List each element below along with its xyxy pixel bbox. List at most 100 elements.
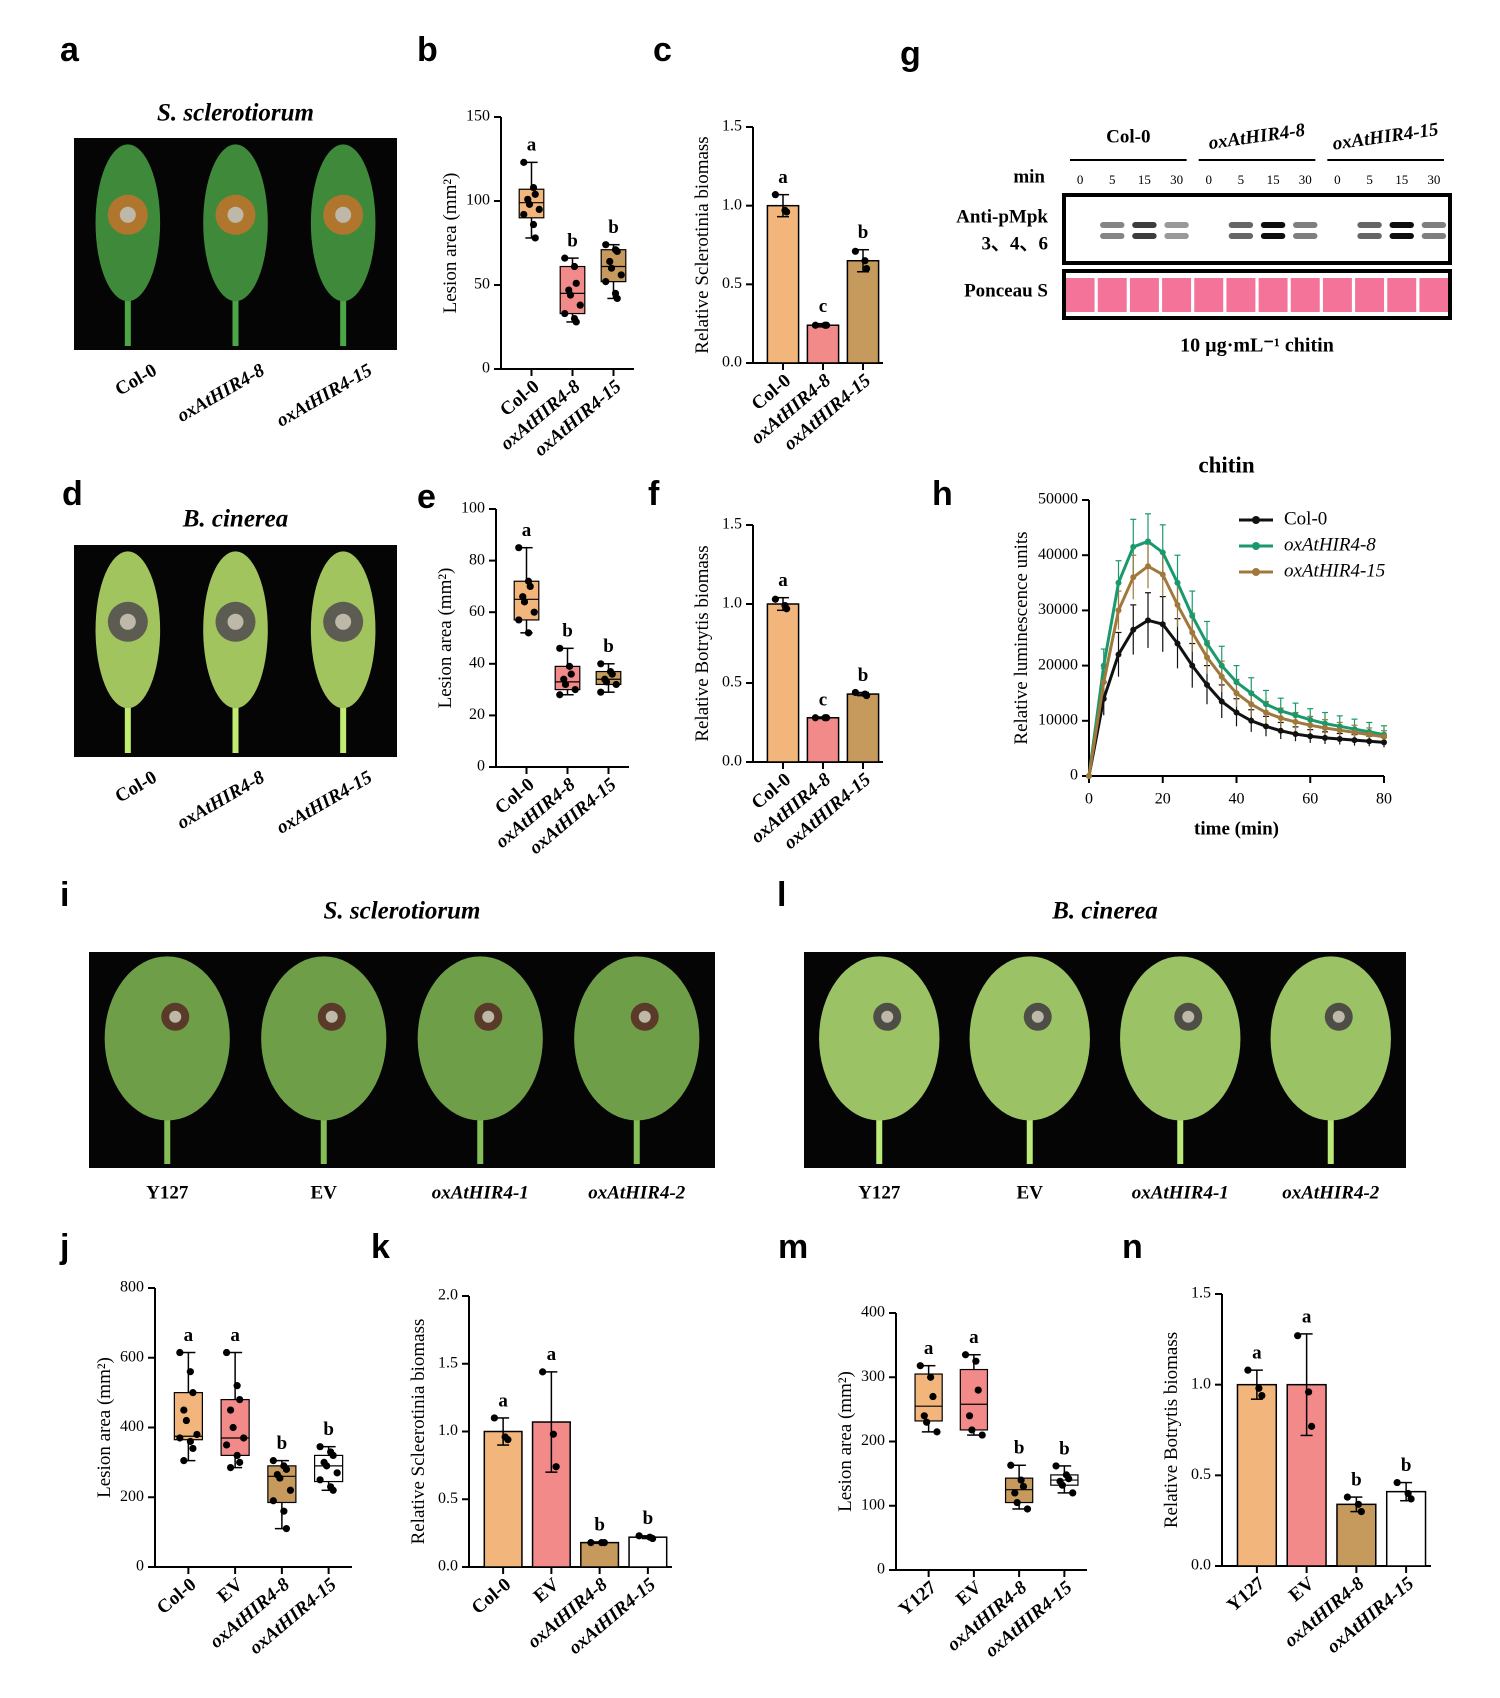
data-point [226,1406,235,1414]
photo-label: oxAtHIR4-1 [432,1182,529,1203]
data-point [823,714,831,722]
lesion-center [1332,1010,1345,1023]
significance-letter: a [778,167,788,188]
y-tick-label: 1.0 [722,196,742,213]
data-point [520,598,529,606]
marker [1292,712,1299,719]
y-axis-label: Relative Botrytis biomass [1161,1332,1182,1528]
marker [1115,607,1122,614]
marker [1204,654,1210,661]
marker [1159,571,1166,578]
photo-label: Y127 [858,1182,901,1203]
data-point [515,616,523,624]
significance-letter: b [858,665,869,686]
y-tick-label: 20 [469,706,485,723]
data-point [531,234,539,242]
data-point [186,1368,194,1376]
data-point [222,1441,231,1449]
data-point [771,191,780,199]
data-point [863,692,871,700]
data-point [635,1532,643,1540]
photo-label: Col-0 [112,767,161,807]
band [1421,222,1447,228]
significance-letter: a [778,570,788,591]
y-tick-label: 1.5 [722,118,742,135]
data-point [771,595,780,603]
lesion-center [169,1010,182,1023]
y-tick-label: 200 [120,1488,144,1505]
photo-label: oxAtHIR4-15 [273,360,376,432]
data-point [229,1423,237,1432]
x-tick-label: 20 [1155,791,1171,808]
band [1164,222,1189,228]
data-point [316,1443,324,1451]
band [1132,222,1157,228]
y-axis-label: Relative Botrytis biomass [692,545,713,741]
y-tick-label: 600 [120,1348,144,1365]
data-point [613,247,621,255]
panel-title: B. cinerea [1051,898,1158,925]
data-point [180,1406,188,1414]
data-point [561,254,569,262]
data-point [329,1486,337,1494]
y-tick-label: 40000 [1038,546,1078,563]
significance-letter: b [643,1508,654,1529]
y-tick-label: 20000 [1038,656,1078,673]
marker [1189,629,1196,636]
band [1228,222,1254,228]
time-label: 15 [1395,172,1408,187]
data-point [606,257,614,266]
y-tick-label: 1.5 [438,1354,458,1371]
data-point [240,1434,248,1442]
x-tick-label: Col-0 [153,1574,200,1619]
x-tick-label: 0 [1085,791,1093,808]
box [959,1368,989,1431]
marker [1292,731,1299,738]
y-tick-label: 0.0 [722,753,742,770]
data-point [602,241,610,249]
marker [1307,722,1314,729]
lesion-center [881,1010,894,1023]
group-label: oxAtHIR4-15 [1331,119,1440,155]
data-point [189,1444,197,1453]
data-point [176,1434,184,1442]
lesion-center [638,1010,651,1023]
marker [1292,718,1299,725]
x-axis-label: time (min) [1194,818,1279,839]
significance-letter: b [608,217,619,238]
significance-letter: a [547,1344,557,1365]
y-tick-label: 150 [466,108,490,125]
marker [1336,736,1343,743]
panel-letter: n [1122,1228,1143,1266]
bar [806,717,840,763]
blot-caption: 10 µg·mL⁻¹ chitin [1180,335,1334,357]
bar [1236,1383,1278,1567]
data-point [572,279,580,287]
y-tick-label: 0 [136,1558,144,1575]
data-point [783,208,791,216]
x-tick-label: Y127 [895,1577,941,1621]
marker [1351,729,1358,736]
data-point [587,1539,595,1547]
time-label: 5 [1366,172,1373,187]
significance-letter: b [562,621,573,642]
y-tick-label: 30000 [1038,601,1078,618]
marker [1381,739,1387,746]
panel-letter: i [60,876,69,914]
marker [1130,626,1137,633]
y-tick-label: 100 [461,500,485,517]
marker [1307,716,1314,723]
data-point [927,1373,935,1381]
data-point [1307,1422,1316,1430]
band [1100,233,1125,239]
time-label: 30 [1299,172,1312,187]
data-point [226,1464,235,1472]
marker [1159,549,1166,556]
data-point [1019,1482,1028,1491]
significance-letter: a [522,520,532,541]
time-unit: min [1013,166,1045,187]
time-label: 5 [1238,172,1245,187]
x-tick-label: EV [952,1577,986,1610]
data-point [561,680,570,689]
data-point [1052,1462,1060,1470]
